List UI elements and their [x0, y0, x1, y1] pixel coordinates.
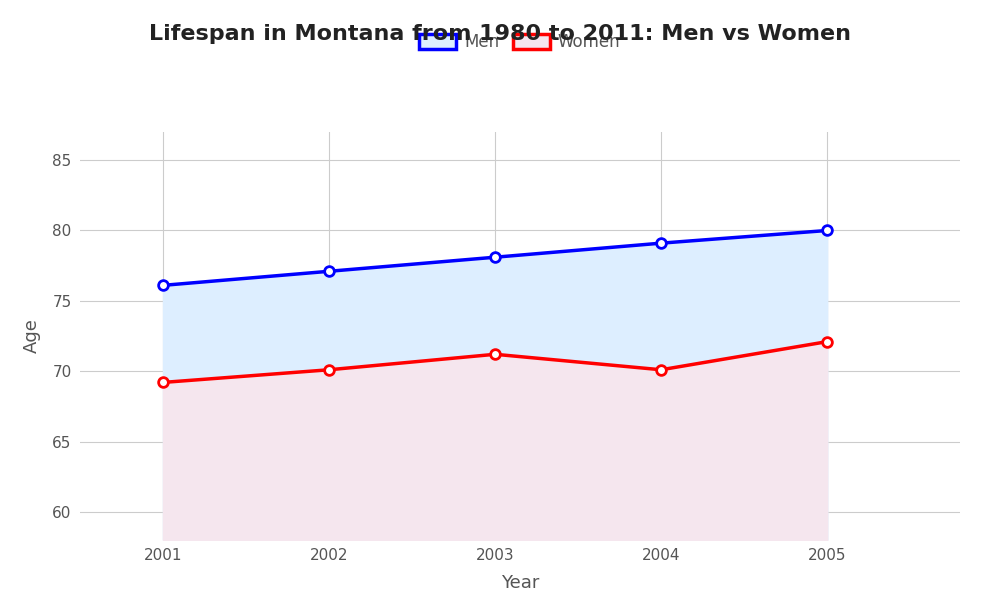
Legend: Men, Women: Men, Women	[413, 26, 627, 58]
Text: Lifespan in Montana from 1980 to 2011: Men vs Women: Lifespan in Montana from 1980 to 2011: M…	[149, 24, 851, 44]
X-axis label: Year: Year	[501, 574, 539, 592]
Y-axis label: Age: Age	[23, 319, 41, 353]
